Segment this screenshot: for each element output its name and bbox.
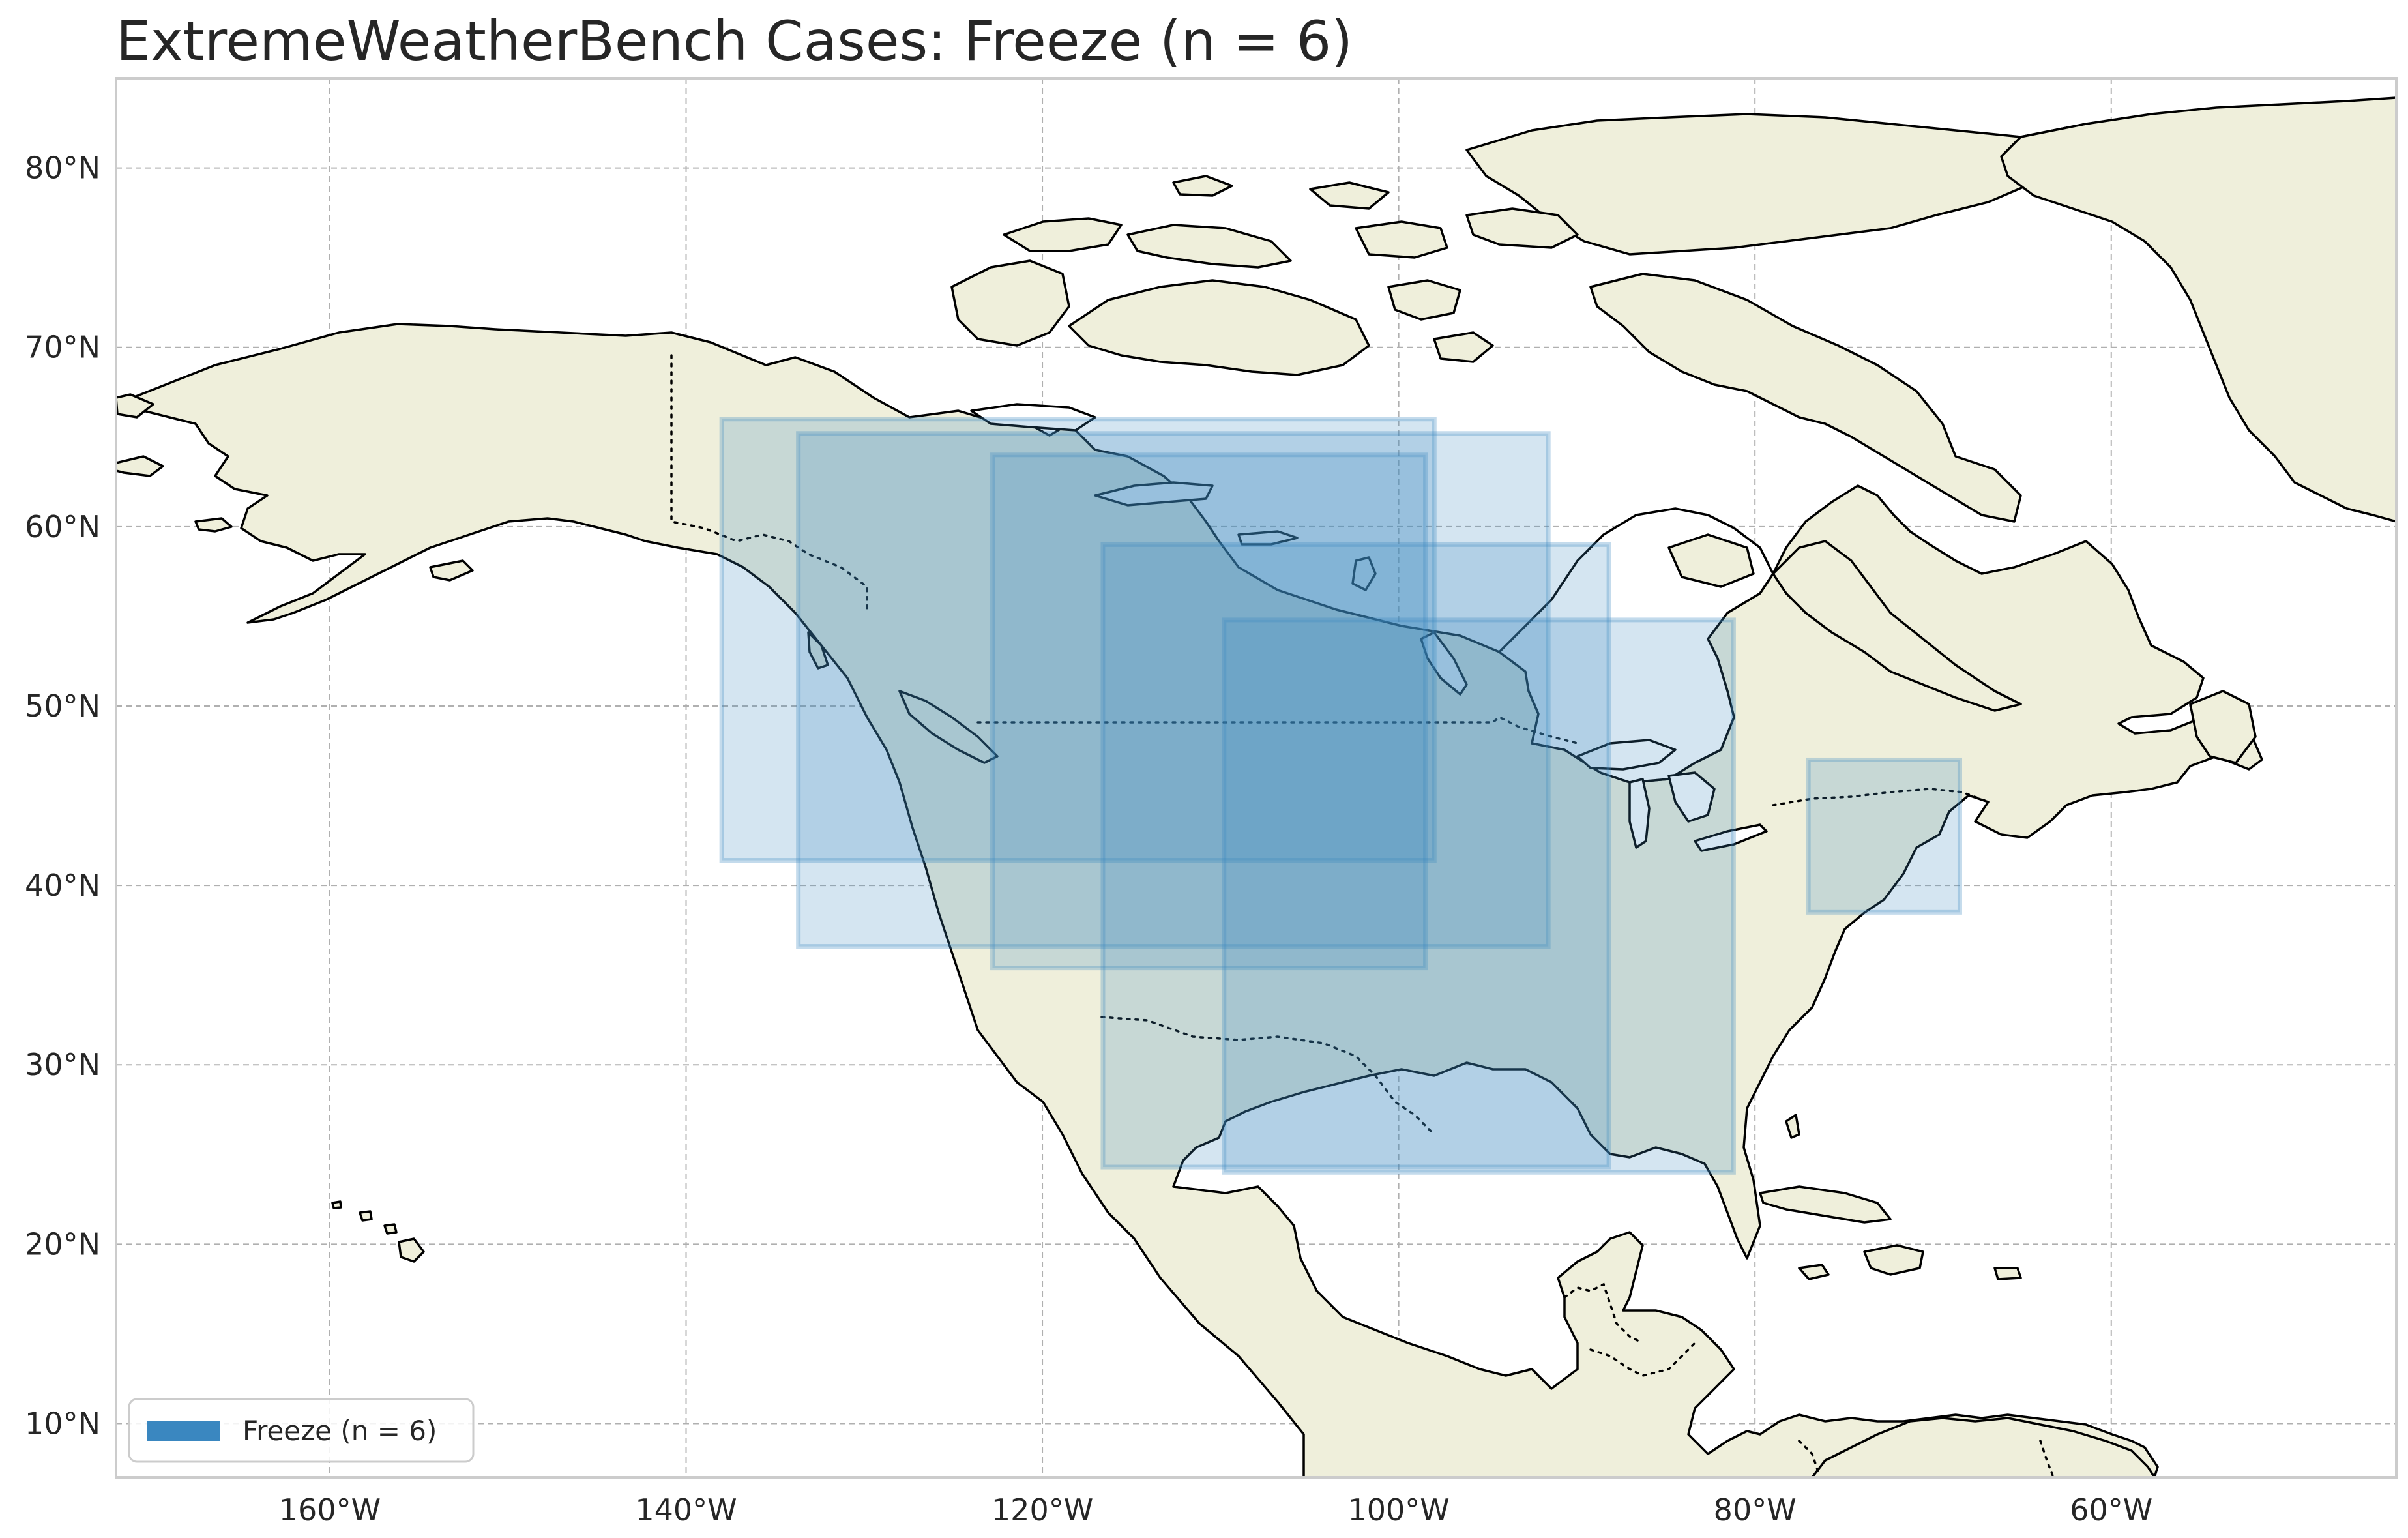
ellesmere-island (1465, 113, 2120, 256)
south-america-borders (1798, 1440, 1820, 1475)
cuba (1759, 1185, 1892, 1224)
legend-frame (128, 1398, 475, 1463)
national-borders (670, 354, 2055, 1477)
legend-label: Freeze (n = 6) (242, 1415, 437, 1447)
puerto-rico (1993, 1267, 2022, 1280)
y-axis-tick-labels: 80°N 70°N 60°N 50°N 40°N 30°N 20°N 10°N (25, 151, 100, 1442)
aleutian-island-b (429, 559, 474, 582)
us-canada-border (976, 715, 1579, 745)
lake-winnipeg (1420, 631, 1468, 696)
arctic-island-g (1172, 175, 1233, 197)
central-america-borders (1563, 1282, 1644, 1344)
lake-superior (1576, 739, 1677, 771)
lake-michigan (1628, 778, 1651, 849)
victoria-island (1068, 279, 1370, 376)
x-tick-label: 60°W (2070, 1492, 2152, 1528)
x-tick-label: 80°W (1714, 1492, 1797, 1528)
y-tick-label: 10°N (25, 1406, 100, 1441)
hawaii-island-kauai (331, 1200, 342, 1209)
freeze-case-box (796, 431, 1551, 949)
banks-island (950, 259, 1070, 347)
x-tick-label: 140°W (635, 1492, 737, 1528)
hispaniola (1863, 1244, 1924, 1276)
hawaii-island-oahu (359, 1210, 373, 1222)
arctic-island-c (1309, 181, 1390, 210)
central-america-borders-b (1589, 1342, 1696, 1377)
arctic-island-h (1433, 331, 1494, 363)
freeze-case-box (1222, 617, 1736, 1175)
lake-erie (1694, 823, 1768, 852)
alaska-canada-border (670, 354, 868, 614)
reindeer-lake (1351, 556, 1377, 591)
y-tick-label: 40°N (25, 868, 100, 903)
map-frame (115, 77, 2398, 1479)
x-tick-label: 120°W (991, 1492, 1093, 1528)
hawaii-island-maui (383, 1223, 398, 1235)
haida-gwaii (807, 631, 829, 670)
legend: Freeze (n = 6) (128, 1398, 475, 1463)
bahamas (1785, 1114, 1800, 1139)
arctic-island-e (1465, 207, 1579, 249)
freeze-case-box (1806, 757, 1962, 915)
y-tick-label: 50°N (25, 688, 100, 724)
y-tick-label: 30°N (25, 1047, 100, 1082)
x-axis-tick-labels: 160°W 140°W 120°W 100°W 80°W 60°W (279, 1492, 2152, 1528)
x-tick-label: 100°W (1347, 1492, 1449, 1528)
hawaii-big-island (398, 1237, 425, 1263)
freeze-case-box (719, 417, 1437, 863)
case-boxes (719, 417, 1962, 1175)
x-tick-label: 160°W (279, 1492, 381, 1528)
greenland (2000, 96, 2396, 523)
y-tick-label: 20°N (25, 1226, 100, 1262)
us-canada-border-east (1772, 788, 1990, 806)
labrador-peninsula (1772, 540, 2022, 712)
land-masses (116, 96, 2396, 1477)
great-slave-lake (1094, 481, 1214, 507)
st-lawrence-island (116, 455, 164, 477)
baffin-island (1589, 273, 2022, 523)
south-america (1811, 1417, 2156, 1477)
great-bear-lake (970, 403, 1096, 432)
freeze-case-box (1100, 542, 1611, 1170)
vancouver-island (898, 690, 999, 764)
south-america-borders-b (2039, 1440, 2055, 1477)
chart-title: ExtremeWeatherBench Cases: Freeze (n = 6… (116, 9, 1353, 73)
y-tick-label: 70°N (25, 330, 100, 365)
newfoundland (2189, 690, 2257, 764)
freeze-case-box (990, 452, 1428, 971)
arctic-island-a (1003, 217, 1123, 252)
lake-huron (1667, 771, 1716, 823)
arctic-island-d (1355, 220, 1448, 259)
jamaica (1798, 1264, 1830, 1280)
us-mexico-border (1100, 1016, 1435, 1136)
arctic-island-b (1126, 224, 1292, 269)
y-tick-label: 60°N (25, 509, 100, 544)
lake-athabasca (1237, 530, 1299, 546)
y-tick-label: 80°N (25, 151, 100, 186)
legend-swatch (147, 1421, 220, 1441)
southampton-island (1667, 533, 1755, 588)
arctic-island-f (1387, 279, 1461, 321)
aleutian-island-a (194, 517, 233, 533)
